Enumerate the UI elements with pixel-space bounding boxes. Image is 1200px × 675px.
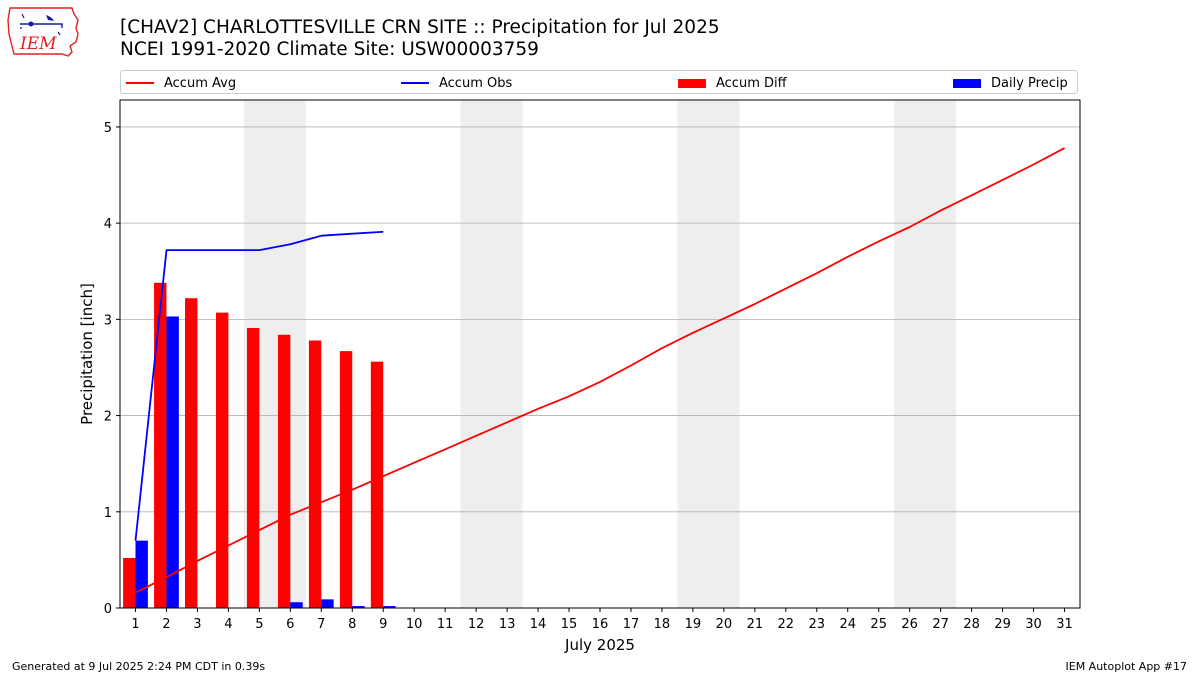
x-axis-label: July 2025 (564, 636, 635, 654)
legend-label-daily-precip: Daily Precip (991, 75, 1068, 91)
x-tick-label: 20 (716, 617, 733, 632)
x-tick-label: 19 (685, 617, 702, 632)
y-tick-label: 4 (104, 217, 112, 232)
x-tick-label: 28 (963, 617, 980, 632)
legend-swatch-accum-obs (401, 82, 429, 84)
x-tick-label: 21 (747, 617, 764, 632)
x-tick-label: 11 (437, 617, 454, 632)
x-tick-label: 9 (379, 617, 387, 632)
legend-label-accum-avg: Accum Avg (164, 75, 237, 91)
x-tick-label: 3 (193, 617, 201, 632)
svg-text:IEM: IEM (19, 34, 57, 54)
legend-item-accum-diff: Accum Diff (678, 74, 787, 92)
accum-diff-bar (216, 312, 229, 608)
legend-item-daily-precip: Daily Precip (953, 74, 1068, 92)
daily-precip-bar (352, 606, 365, 608)
x-tick-label: 17 (623, 617, 640, 632)
legend: Accum Avg Accum Obs Accum Diff Daily Pre… (120, 70, 1078, 94)
x-tick-label: 15 (561, 617, 578, 632)
x-tick-label: 23 (809, 617, 826, 632)
x-tick-label: 7 (317, 617, 325, 632)
daily-precip-bar (135, 540, 148, 608)
y-axis-label: Precipitation [inch] (78, 283, 96, 425)
x-tick-label: 27 (932, 617, 949, 632)
x-tick-label: 25 (870, 617, 887, 632)
accum-diff-bar (277, 334, 291, 608)
y-tick-label: 1 (104, 506, 112, 521)
x-tick-label: 29 (994, 617, 1011, 632)
x-tick-label: 12 (468, 617, 485, 632)
iowa-outline-icon: IEM (7, 7, 79, 57)
accum-diff-bar (246, 328, 260, 608)
accum-diff-bar (308, 340, 322, 608)
x-tick-label: 5 (255, 617, 263, 632)
legend-item-accum-avg: Accum Avg (126, 74, 236, 92)
legend-label-accum-obs: Accum Obs (439, 75, 513, 91)
weekend-band (677, 100, 740, 608)
accum-diff-bar (370, 361, 384, 608)
daily-precip-bar (290, 602, 303, 608)
daily-precip-bar (166, 316, 179, 608)
accum-obs-line (134, 230, 384, 541)
accum-diff-bar (185, 298, 198, 608)
x-tick-label: 26 (901, 617, 918, 632)
x-axis: 1 2 3 4 5 6 7 8 9 10 11 12 13 14 15 16 17 18 19 20 21 22 23 24 2… (131, 608, 1073, 632)
legend-item-accum-obs: Accum Obs (401, 74, 512, 92)
generated-timestamp: Generated at 9 Jul 2025 2:24 PM CDT in 0… (12, 660, 266, 673)
chart-subtitle: NCEI 1991-2020 Climate Site: USW00003759 (120, 39, 539, 60)
x-tick-label: 30 (1025, 617, 1042, 632)
weekend-band (460, 100, 523, 608)
x-tick-label: 8 (348, 617, 356, 632)
x-tick-label: 1 (131, 617, 139, 632)
y-tick-label: 5 (104, 121, 112, 136)
daily-precip-bar (321, 599, 334, 608)
x-tick-label: 14 (530, 617, 547, 632)
app-label: IEM Autoplot App #17 (1065, 660, 1188, 673)
x-tick-label: 24 (839, 617, 856, 632)
x-tick-label: 13 (499, 617, 516, 632)
y-tick-label: 0 (104, 602, 112, 617)
accum-diff-bar (123, 557, 136, 608)
x-tick-label: 22 (778, 617, 795, 632)
daily-precip-bar (383, 606, 396, 608)
legend-swatch-daily-precip (953, 78, 981, 88)
y-tick-label: 3 (104, 313, 112, 328)
x-tick-label: 31 (1056, 617, 1073, 632)
accum-diff-bar (339, 351, 353, 608)
x-tick-label: 16 (592, 617, 609, 632)
chart-title: [CHAV2] CHARLOTTESVILLE CRN SITE :: Prec… (120, 17, 720, 38)
lines (134, 147, 1065, 594)
x-tick-label: 4 (224, 617, 232, 632)
x-tick-label: 6 (286, 617, 294, 632)
accum-avg-line (135, 147, 1065, 594)
legend-swatch-accum-diff (678, 78, 706, 88)
weekend-band (894, 100, 957, 608)
bars (123, 282, 396, 608)
x-tick-label: 18 (654, 617, 671, 632)
x-tick-label: 2 (162, 617, 170, 632)
y-tick-label: 2 (104, 410, 112, 425)
iem-logo: IEM (6, 4, 82, 60)
accum-diff-bar (154, 282, 167, 608)
x-tick-label: 10 (406, 617, 423, 632)
legend-label-accum-diff: Accum Diff (716, 75, 787, 91)
legend-swatch-accum-avg (126, 82, 154, 84)
y-axis: 0 1 2 3 4 5 (104, 121, 120, 617)
